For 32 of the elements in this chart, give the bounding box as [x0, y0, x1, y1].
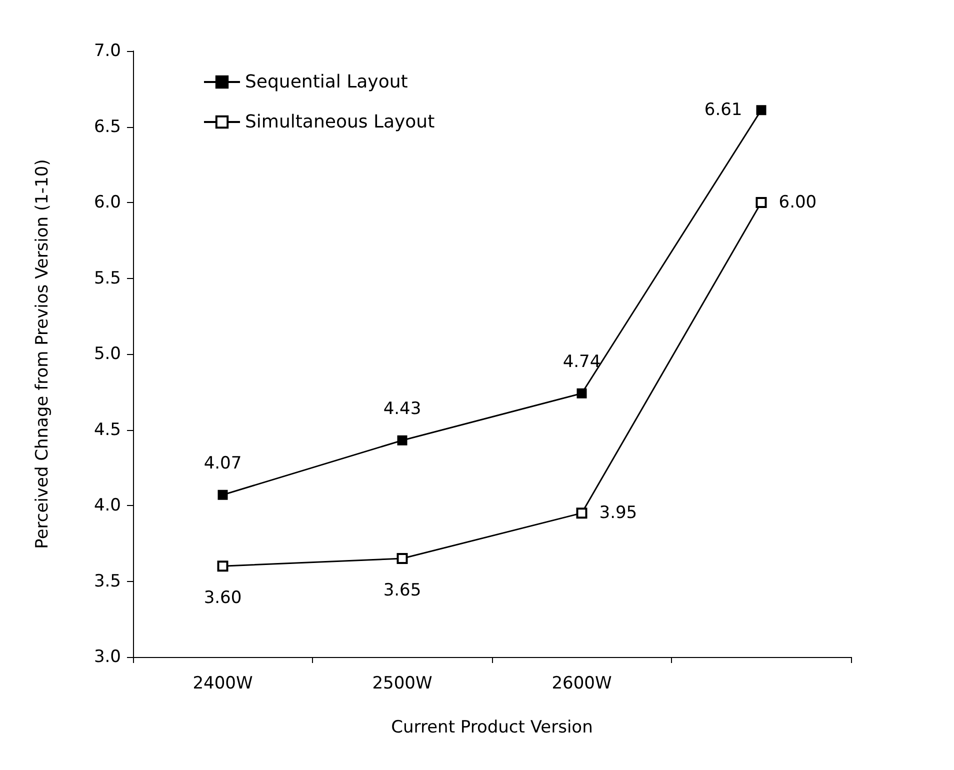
point	[756, 105, 766, 116]
x-tick-label: 2500W	[372, 674, 432, 694]
point	[217, 560, 228, 572]
point	[396, 553, 408, 564]
y-tick-label: 6.5	[94, 116, 121, 137]
data-label: 6.61	[704, 100, 742, 120]
legend-label: Simultaneous Layout	[245, 112, 435, 132]
point	[397, 435, 408, 446]
y-axis-title: Perceived Chnage from Previos Version (1-10)	[32, 159, 52, 549]
y-tick-label: 5.5	[94, 268, 121, 288]
y-tick-label: 7.0	[94, 41, 121, 61]
data-label: 3.95	[599, 503, 638, 524]
y-tick-label: 4.0	[94, 496, 121, 516]
point	[576, 508, 588, 519]
y-tick-label: 6.0	[94, 192, 121, 212]
point	[218, 490, 228, 500]
data-label: 4.07	[204, 453, 242, 474]
data-label: 3.65	[383, 580, 422, 601]
y-tick-label: 5.0	[94, 344, 121, 364]
x-tick-label: 2600W	[552, 674, 612, 694]
data-label: 4.43	[383, 398, 422, 419]
y-tick-label: 4.5	[94, 420, 121, 440]
data-label: 3.60	[204, 588, 242, 608]
data-label: 6.00	[778, 192, 817, 212]
point	[576, 388, 587, 398]
y-tick-label: 3.0	[94, 647, 121, 667]
data-label: 4.74	[562, 352, 601, 372]
x-axis-title: Current Product Version	[391, 718, 593, 738]
point	[756, 197, 767, 208]
x-tick-label: 2400W	[192, 674, 253, 694]
y-tick-label: 3.5	[94, 571, 121, 592]
legend-label: Sequential Layout	[245, 72, 408, 92]
